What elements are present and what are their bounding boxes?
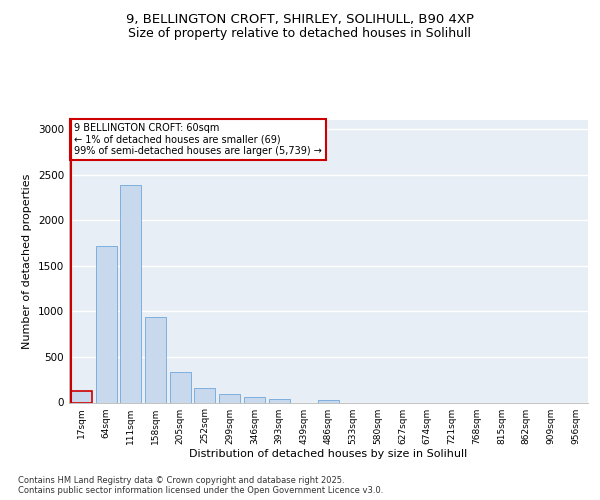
Bar [269,399,290,402]
Text: 9, BELLINGTON CROFT, SHIRLEY, SOLIHULL, B90 4XP: 9, BELLINGTON CROFT, SHIRLEY, SOLIHULL, … [126,12,474,26]
Bar [120,184,141,402]
Bar [71,390,92,402]
Text: 9 BELLINGTON CROFT: 60sqm
← 1% of detached houses are smaller (69)
99% of semi-d: 9 BELLINGTON CROFT: 60sqm ← 1% of detach… [74,123,322,156]
X-axis label: Distribution of detached houses by size in Solihull: Distribution of detached houses by size … [190,450,467,460]
Bar [244,397,265,402]
Bar [170,372,191,402]
Bar [95,246,116,402]
Bar [219,394,240,402]
Bar [194,388,215,402]
Y-axis label: Number of detached properties: Number of detached properties [22,174,32,349]
Text: Size of property relative to detached houses in Solihull: Size of property relative to detached ho… [128,28,472,40]
Bar [145,317,166,402]
Bar [318,400,339,402]
Text: Contains HM Land Registry data © Crown copyright and database right 2025.
Contai: Contains HM Land Registry data © Crown c… [18,476,383,495]
